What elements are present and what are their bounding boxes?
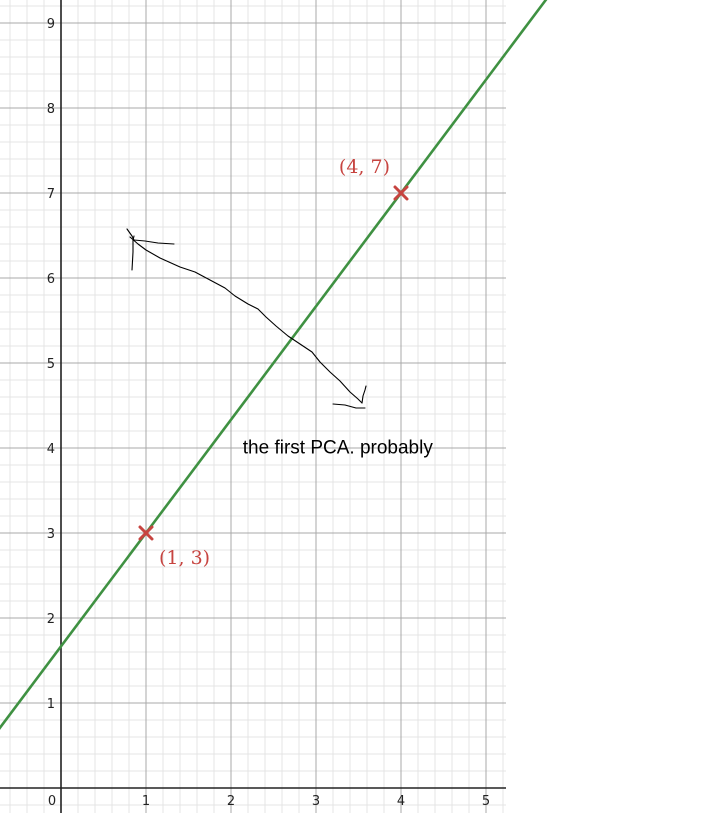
x-tick-label: 3	[312, 794, 320, 809]
x-tick-label: 2	[227, 794, 235, 809]
y-tick-label: 2	[47, 612, 55, 627]
arrow-shaft	[129, 236, 363, 404]
x-tick-label: 5	[482, 794, 490, 809]
data-point: (1, 3)	[138, 525, 210, 569]
point-marker	[138, 525, 154, 541]
y-tick-label: 9	[47, 17, 55, 32]
x-tick-label: 0	[48, 794, 56, 809]
data-point: (4, 7)	[339, 156, 409, 201]
arrow-tail-top	[126, 228, 175, 245]
x-tick-label: 1	[142, 794, 150, 809]
y-tick-label: 6	[47, 272, 55, 287]
arrow-head-bottom	[332, 403, 366, 409]
y-tick-label: 8	[47, 102, 55, 117]
hand-drawn-arrow	[126, 228, 367, 409]
y-tick-label: 5	[47, 357, 55, 372]
arrow-head-right	[361, 385, 367, 404]
point-marker	[393, 185, 409, 201]
y-tick-label: 1	[47, 697, 55, 712]
minor-grid	[0, 0, 506, 813]
y-tick-label: 3	[47, 527, 55, 542]
point-label: (1, 3)	[159, 547, 210, 569]
arrow-tail-left	[131, 235, 135, 271]
series-layer: (1, 3) (4, 7)	[0, 0, 548, 730]
fit-line	[0, 0, 548, 730]
axes	[0, 0, 506, 813]
tick-labels: 0 1 2 3 4 5 1 2 3 4 5 6 7 8 9	[47, 17, 490, 809]
major-grid	[0, 0, 506, 813]
y-tick-label: 4	[47, 442, 55, 457]
annotation-text: the first PCA. probably	[243, 437, 434, 458]
point-label: (4, 7)	[339, 156, 390, 178]
x-tick-label: 4	[397, 794, 405, 809]
y-tick-label: 7	[47, 187, 55, 202]
